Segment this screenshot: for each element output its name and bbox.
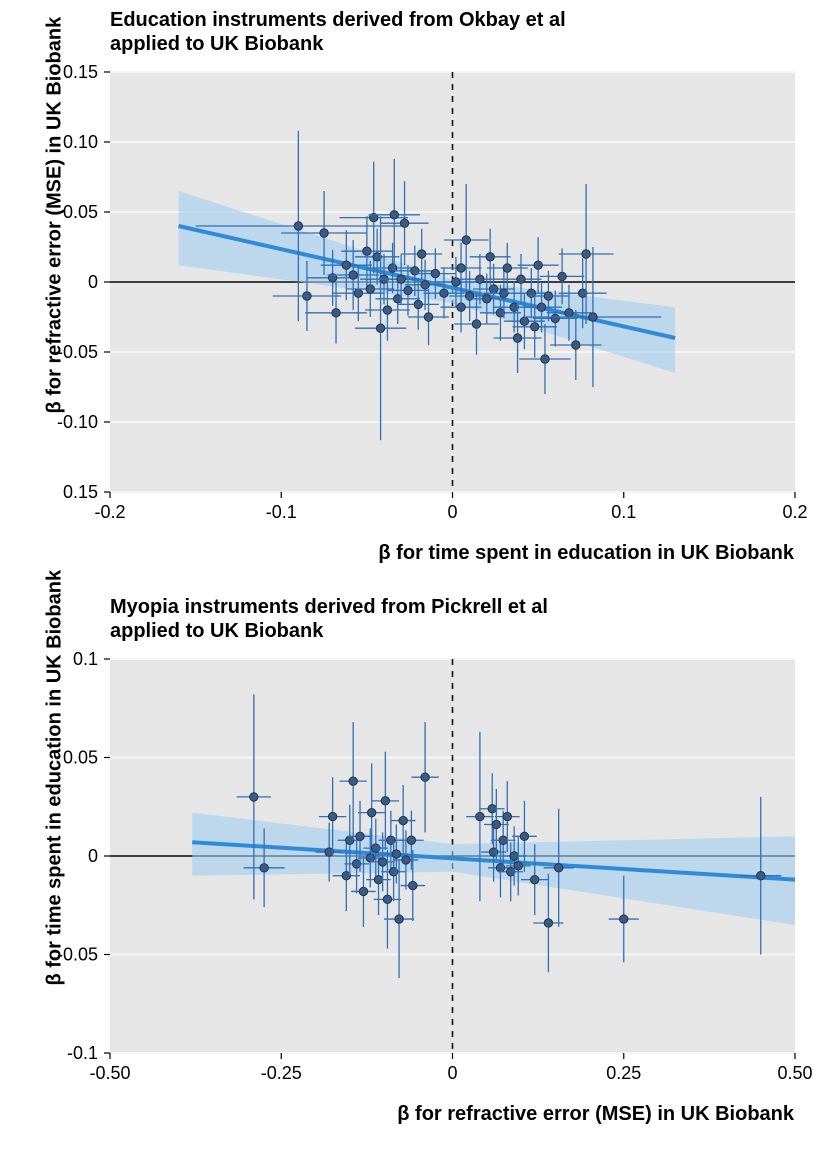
svg-text:0.50: 0.50 — [777, 1063, 812, 1083]
svg-text:0.1: 0.1 — [611, 502, 636, 522]
svg-text:0: 0 — [88, 846, 98, 866]
svg-text:0.1: 0.1 — [73, 649, 98, 669]
panel-top-svg: -0.2-0.100.10.20.15-0.10-0.0500.050.100.… — [0, 62, 824, 532]
svg-text:0.05: 0.05 — [63, 202, 98, 222]
panel-bottom-svg: -0.50-0.2500.250.50-0.1-0.0500.050.1 — [0, 649, 824, 1093]
svg-text:-0.25: -0.25 — [261, 1063, 302, 1083]
svg-text:0: 0 — [447, 1063, 457, 1083]
svg-text:-0.50: -0.50 — [89, 1063, 130, 1083]
panel-bottom-xlabel: β for refractive error (MSE) in UK Bioba… — [0, 1103, 824, 1126]
svg-text:0.2: 0.2 — [782, 502, 807, 522]
svg-text:0: 0 — [88, 272, 98, 292]
panel-bottom: Myopia instruments derived from Pickrell… — [0, 595, 824, 1126]
panel-top-xlabel: β for time spent in education in UK Biob… — [0, 542, 824, 565]
panel-bottom-ylabel: β for time spent in education in UK Biob… — [44, 726, 67, 986]
svg-text:-0.1: -0.1 — [67, 1043, 98, 1063]
svg-text:0: 0 — [447, 502, 457, 522]
panel-bottom-plotwrap: β for time spent in education in UK Biob… — [0, 649, 824, 1093]
svg-text:-0.1: -0.1 — [266, 502, 297, 522]
panel-top-title: Education instruments derived from Okbay… — [0, 8, 824, 56]
svg-text:0.25: 0.25 — [606, 1063, 641, 1083]
svg-text:0.05: 0.05 — [63, 748, 98, 768]
panel-top-plotwrap: β for refractive error (MSE) in UK Bioba… — [0, 62, 824, 532]
svg-text:0.15: 0.15 — [63, 482, 98, 502]
panel-bottom-title: Myopia instruments derived from Pickrell… — [0, 595, 824, 643]
svg-text:-0.10: -0.10 — [57, 412, 98, 432]
svg-text:-0.2: -0.2 — [94, 502, 125, 522]
panel-top-ylabel: β for refractive error (MSE) in UK Bioba… — [44, 154, 67, 414]
figure: Education instruments derived from Okbay… — [0, 0, 824, 1126]
svg-text:0.10: 0.10 — [63, 132, 98, 152]
svg-text:0.15: 0.15 — [63, 62, 98, 82]
panel-top: Education instruments derived from Okbay… — [0, 0, 824, 565]
